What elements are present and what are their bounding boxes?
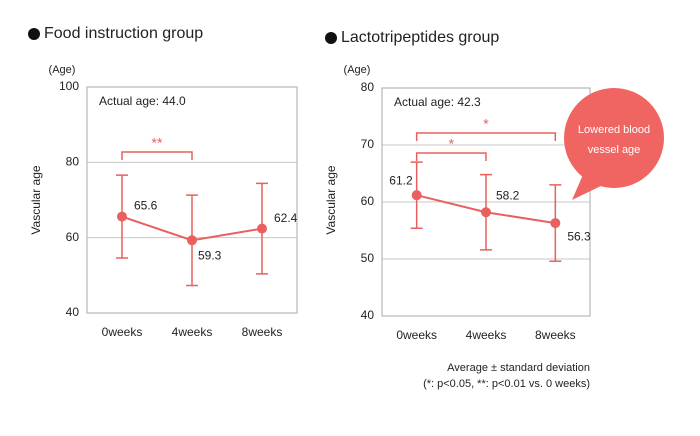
data-point [411, 190, 422, 201]
callout-bubble [564, 88, 664, 188]
y-tick-label: 60 [66, 230, 80, 244]
y-unit: (Age) [344, 64, 371, 76]
y-tick-label: 50 [361, 251, 375, 265]
data-label: 58.2 [496, 188, 520, 202]
data-point [257, 223, 267, 234]
data-point [187, 235, 197, 246]
y-tick-label: 60 [361, 194, 375, 208]
data-label: 65.6 [134, 199, 158, 213]
significance-label: ** [152, 135, 163, 151]
plot-frame [86, 86, 298, 314]
title-bullet [325, 32, 337, 44]
y-tick-label: 100 [59, 79, 79, 93]
data-point [481, 207, 491, 218]
chart-title: Lactotripeptides group [341, 29, 499, 46]
y-unit: (Age) [49, 64, 76, 76]
data-label: 61.2 [389, 173, 413, 187]
data-label: 62.4 [274, 211, 298, 225]
data-point [550, 218, 561, 229]
annotation: Actual age: 42.3 [394, 95, 481, 109]
x-tick-label: 4weeks [172, 325, 213, 339]
y-tick-label: 70 [361, 137, 375, 151]
plot-frame [381, 87, 591, 317]
y-tick-label: 40 [361, 308, 375, 322]
footnote: Average ± standard deviation [447, 362, 590, 374]
x-tick-label: 0weeks [396, 328, 437, 342]
data-label: 59.3 [198, 248, 222, 262]
x-tick-label: 0weeks [102, 325, 143, 339]
callout-text: Lowered blood [578, 124, 650, 136]
callout-tail [572, 170, 605, 200]
significance-bracket [415, 132, 557, 141]
data-label: 56.3 [567, 229, 591, 243]
significance-label: * [483, 116, 489, 132]
x-tick-label: 8weeks [242, 325, 283, 339]
y-axis-label: Vascular age [324, 165, 338, 234]
footnote: (*: p<0.05, **: p<0.01 vs. 0 weeks) [423, 378, 590, 390]
y-tick-label: 80 [66, 155, 80, 169]
significance-label: * [449, 136, 455, 152]
chart-title: Food instruction group [44, 25, 203, 42]
callout-text: vessel age [588, 144, 641, 156]
annotation: Actual age: 44.0 [99, 94, 186, 108]
data-point [117, 211, 127, 222]
x-tick-label: 8weeks [535, 328, 576, 342]
significance-bracket [415, 152, 487, 161]
significance-bracket [121, 151, 193, 160]
y-axis-label: Vascular age [29, 165, 43, 234]
title-bullet [28, 28, 40, 40]
y-tick-label: 40 [66, 305, 80, 319]
y-tick-label: 80 [361, 80, 375, 94]
x-tick-label: 4weeks [466, 328, 507, 342]
